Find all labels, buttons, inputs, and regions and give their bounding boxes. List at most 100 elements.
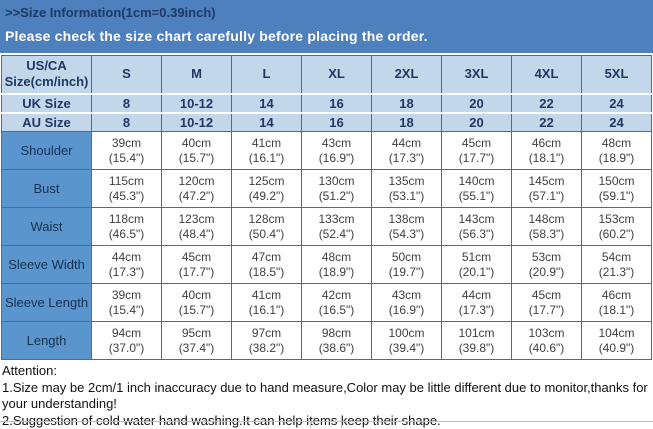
measurement-value-cell: 120cm (47.2") — [162, 170, 232, 208]
size-value-cell: 24 — [582, 94, 652, 113]
measurement-value-cell: 41cm (16.1") — [232, 132, 302, 170]
size-column-header: 3XL — [442, 56, 512, 94]
measurement-value-cell: 40cm (15.7") — [162, 132, 232, 170]
size-value-cell: 8 — [92, 113, 162, 132]
size-column-header: M — [162, 56, 232, 94]
size-row-label: AU Size — [2, 113, 92, 132]
measurement-value-cell: 97cm (38.2") — [232, 322, 302, 360]
size-value-cell: 18 — [372, 94, 442, 113]
measurement-value-cell: 42cm (16.5") — [302, 284, 372, 322]
size-value-cell: 22 — [512, 94, 582, 113]
attention-heading: Attention: — [2, 363, 651, 380]
measurement-value-cell: 48cm (18.9") — [582, 132, 652, 170]
measurement-value-cell: 145cm (57.1") — [512, 170, 582, 208]
measurement-value-cell: 45cm (17.7") — [162, 246, 232, 284]
measurement-value-cell: 123cm (48.4") — [162, 208, 232, 246]
size-column-header: 4XL — [512, 56, 582, 94]
measurement-value-cell: 125cm (49.2") — [232, 170, 302, 208]
spreadsheet-gridline — [0, 421, 653, 422]
measurement-value-cell: 46cm (18.1") — [582, 284, 652, 322]
size-info-subtitle: Please check the size chart carefully be… — [4, 28, 649, 44]
size-info-title: >>Size Information(1cm=0.39inch) — [4, 4, 649, 20]
size-info-banner: >>Size Information(1cm=0.39inch) Please … — [0, 0, 653, 53]
measurement-value-cell: 104cm (40.9") — [582, 322, 652, 360]
measurement-value-cell: 148cm (58.3") — [512, 208, 582, 246]
size-value-cell: 24 — [582, 113, 652, 132]
measurement-value-cell: 95cm (37.4") — [162, 322, 232, 360]
size-column-header: XL — [302, 56, 372, 94]
measurement-value-cell: 128cm (50.4") — [232, 208, 302, 246]
attention-block: Attention: 1.Size may be 2cm/1 inch inac… — [0, 360, 653, 429]
size-value-cell: 16 — [302, 113, 372, 132]
size-row-label: UK Size — [2, 94, 92, 113]
measurement-row-label: Length — [2, 322, 92, 360]
size-column-header: 2XL — [372, 56, 442, 94]
measurement-value-cell: 138cm (54.3") — [372, 208, 442, 246]
measurement-value-cell: 100cm (39.4") — [372, 322, 442, 360]
size-column-header: 5XL — [582, 56, 652, 94]
measurement-value-cell: 153cm (60.2") — [582, 208, 652, 246]
measurement-value-cell: 43cm (16.9") — [372, 284, 442, 322]
measurement-value-cell: 46cm (18.1") — [512, 132, 582, 170]
size-value-cell: 14 — [232, 94, 302, 113]
measurement-value-cell: 40cm (15.7") — [162, 284, 232, 322]
measurement-value-cell: 48cm (18.9") — [302, 246, 372, 284]
size-value-cell: 8 — [92, 94, 162, 113]
measurement-value-cell: 118cm (46.5") — [92, 208, 162, 246]
measurement-value-cell: 133cm (52.4") — [302, 208, 372, 246]
measurement-value-cell: 39cm (15.4") — [92, 284, 162, 322]
measurement-value-cell: 51cm (20.1") — [442, 246, 512, 284]
measurement-value-cell: 39cm (15.4") — [92, 132, 162, 170]
measurement-value-cell: 130cm (51.2") — [302, 170, 372, 208]
size-value-cell: 18 — [372, 113, 442, 132]
measurement-value-cell: 45cm (17.7") — [442, 132, 512, 170]
measurement-row-label: Waist — [2, 208, 92, 246]
spreadsheet-gridline-tick — [341, 422, 342, 428]
measurement-row-label: Shoulder — [2, 132, 92, 170]
size-column-header: L — [232, 56, 302, 94]
size-column-header: S — [92, 56, 162, 94]
measurement-row-label: Sleeve Width — [2, 246, 92, 284]
measurement-value-cell: 44cm (17.3") — [442, 284, 512, 322]
measurement-value-cell: 135cm (53.1") — [372, 170, 442, 208]
measurement-value-cell: 98cm (38.6") — [302, 322, 372, 360]
measurement-value-cell: 44cm (17.3") — [92, 246, 162, 284]
measurement-value-cell: 50cm (19.7") — [372, 246, 442, 284]
spreadsheet-gridline-tick — [310, 422, 311, 428]
measurement-value-cell: 94cm (37.0") — [92, 322, 162, 360]
measurement-value-cell: 140cm (55.1") — [442, 170, 512, 208]
measurement-row-label: Bust — [2, 170, 92, 208]
size-value-cell: 20 — [442, 113, 512, 132]
corner-header-cell: US/CA Size(cm/inch) — [2, 56, 92, 94]
size-value-cell: 14 — [232, 113, 302, 132]
measurement-value-cell: 103cm (40.6") — [512, 322, 582, 360]
measurement-value-cell: 53cm (20.9") — [512, 246, 582, 284]
size-value-cell: 22 — [512, 113, 582, 132]
measurement-value-cell: 143cm (56.3") — [442, 208, 512, 246]
measurement-value-cell: 150cm (59.1") — [582, 170, 652, 208]
measurement-value-cell: 54cm (21.3") — [582, 246, 652, 284]
attention-note: 1.Size may be 2cm/1 inch inaccuracy due … — [2, 380, 651, 413]
measurement-value-cell: 47cm (18.5") — [232, 246, 302, 284]
size-value-cell: 20 — [442, 94, 512, 113]
size-value-cell: 10-12 — [162, 113, 232, 132]
measurement-value-cell: 41cm (16.1") — [232, 284, 302, 322]
measurement-value-cell: 44cm (17.3") — [372, 132, 442, 170]
measurement-value-cell: 101cm (39.8") — [442, 322, 512, 360]
measurement-value-cell: 115cm (45.3") — [92, 170, 162, 208]
measurement-value-cell: 43cm (16.9") — [302, 132, 372, 170]
measurement-row-label: Sleeve Length — [2, 284, 92, 322]
measurement-value-cell: 45cm (17.7") — [512, 284, 582, 322]
size-value-cell: 10-12 — [162, 94, 232, 113]
